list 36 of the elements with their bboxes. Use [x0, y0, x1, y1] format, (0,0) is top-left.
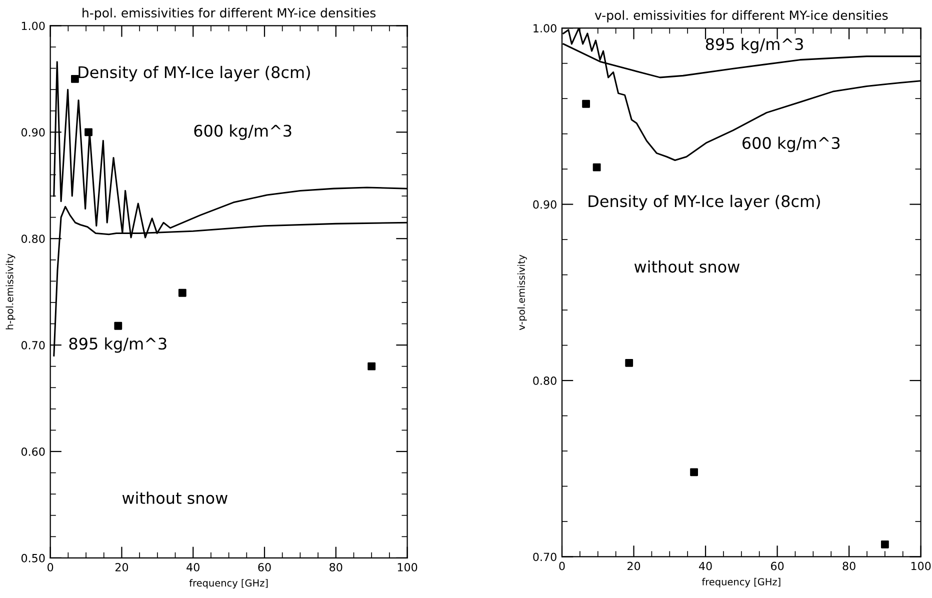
x-tick-label: 60	[258, 562, 271, 572]
x-tick-label: 80	[330, 562, 342, 572]
y-tick-label: 0.80	[21, 234, 45, 243]
annotation: Density of MY-Ice layer (8cm)	[588, 194, 820, 210]
y-tick-label: 0.70	[533, 552, 556, 562]
annotation: 600 kg/m^3	[194, 124, 292, 140]
x-tick-label: 20	[628, 562, 640, 570]
x-tick-label: 0	[559, 562, 565, 570]
annotation: 600 kg/m^3	[742, 136, 840, 152]
x-tick-label: 100	[911, 562, 931, 570]
chart-title: v-pol. emissivities for different MY-ice densities	[594, 10, 888, 22]
y-axis-title: v-pol.emissivity	[517, 254, 527, 330]
y-tick-label: 1.00	[534, 24, 556, 32]
annotation: without snow	[122, 492, 228, 504]
y-tick-label: 0.70	[21, 341, 45, 350]
x-axis-title: frequency [GHz]	[189, 579, 268, 589]
x-tick-label: 100	[398, 562, 418, 572]
y-tick-label: 1.00	[22, 22, 45, 30]
annotation: Density of MY-Ice layer (8cm)	[78, 66, 310, 82]
x-tick-label: 40	[186, 562, 200, 572]
x-tick-label: 0	[48, 562, 54, 572]
chart-title: h-pol. emissivities for different MY-ice densities	[82, 8, 376, 20]
y-tick-label: 0.80	[533, 376, 556, 385]
annotation: without snow	[634, 260, 740, 273]
y-axis-title: h-pol.emissivity	[6, 254, 16, 330]
x-tick-label: 40	[699, 562, 712, 570]
annotation: 895 kg/m^3	[69, 337, 166, 353]
x-tick-label: 20	[115, 562, 128, 572]
y-tick-label: 0.90	[21, 128, 45, 137]
annotation: 895 kg/m^3	[706, 38, 803, 54]
y-tick-label: 0.50	[21, 554, 45, 562]
y-tick-label: 0.60	[21, 447, 45, 456]
x-axis-title: frequency [GHz]	[702, 578, 780, 588]
y-tick-label: 0.90	[533, 200, 556, 209]
x-tick-label: 80	[842, 562, 856, 570]
x-tick-label: 60	[770, 562, 784, 570]
